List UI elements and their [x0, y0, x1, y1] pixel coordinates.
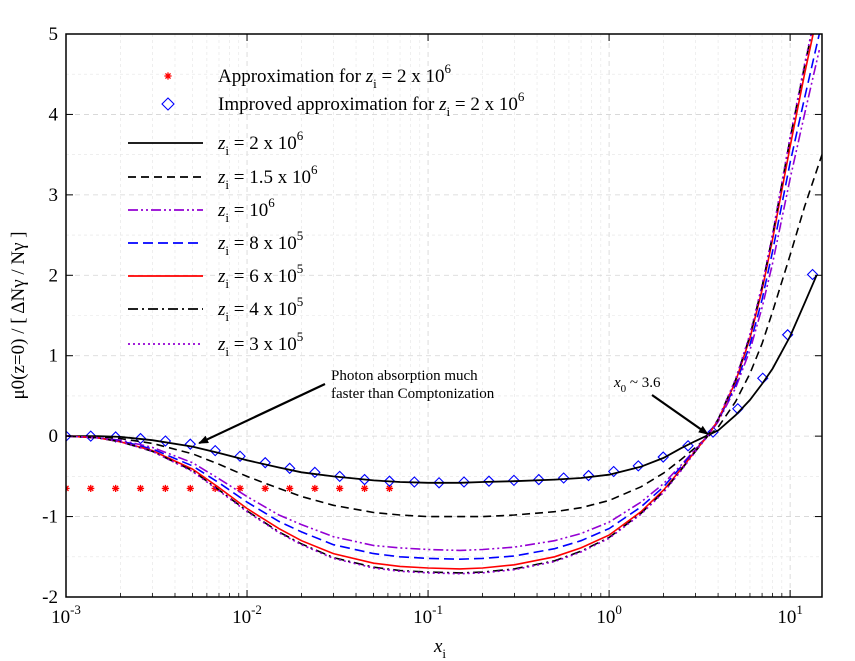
y-tick-label: 1 — [49, 346, 59, 367]
legend-label: zi = 106 — [217, 195, 275, 225]
approximation-point — [186, 484, 194, 493]
tick-layer: 10-3 10-2 10-1 100 101 -2 -1 0 1 2 3 4 5 — [42, 24, 822, 628]
approximation-point — [112, 484, 120, 493]
improved-approximation-point — [557, 472, 570, 484]
annotation-arrow — [198, 383, 326, 445]
legend-swatch — [161, 97, 175, 111]
y-tick-label: -1 — [42, 507, 58, 528]
series-line-5 — [66, 34, 821, 561]
approximation-point — [360, 484, 369, 493]
y-tick-label: 3 — [49, 185, 59, 206]
axis-labels: xi μ0(z=0) / [ ΔNγ / Nγ ] — [8, 231, 446, 661]
legend-label: zi = 4 x 105 — [217, 294, 303, 324]
improved-approximation-point — [309, 466, 321, 479]
y-tick-label: -2 — [42, 587, 58, 608]
improved-approximation-point — [607, 465, 620, 478]
x-tick-label: 10-2 — [232, 602, 262, 628]
improved-approximation-point — [84, 430, 97, 442]
annotation-absorption: Photon absorption much faster than Compto… — [331, 368, 495, 402]
improved-approximation-point — [483, 475, 495, 487]
improved-approximation-point — [66, 430, 72, 442]
legend-label: zi = 3 x 105 — [217, 329, 303, 359]
improved-approximation-point — [358, 473, 371, 486]
improved-approximation-point — [682, 440, 694, 452]
y-tick-label: 0 — [49, 426, 59, 447]
x-tick-label: 100 — [596, 602, 622, 628]
series-line-3 — [66, 154, 822, 518]
improved-approximation-point — [159, 435, 172, 447]
legend-label: zi = 8 x 105 — [217, 228, 303, 258]
annotation-x0: x0 ~ 3.6 — [613, 375, 661, 395]
y-tick-label: 4 — [49, 104, 59, 125]
improved-approximation-point — [408, 476, 421, 488]
approximation-point — [311, 484, 319, 493]
improved-approximation-point — [533, 473, 545, 486]
improved-approximation-point — [283, 462, 296, 475]
series-line-8 — [66, 34, 812, 575]
approximation-point — [261, 484, 269, 493]
improved-approximation-point — [433, 477, 445, 489]
legend-swatch — [164, 72, 172, 80]
x-tick-label: 10-3 — [51, 602, 81, 628]
improved-approximation-point — [582, 469, 595, 482]
y-tick-label: 2 — [49, 265, 59, 286]
improved-approximation-point — [234, 450, 246, 463]
improved-approximation-point — [134, 432, 147, 445]
grid — [65, 33, 822, 598]
improved-approximation-point — [508, 474, 520, 487]
approximation-point — [385, 484, 394, 493]
series-line-4 — [66, 49, 821, 552]
series-layer — [66, 34, 822, 575]
approximation-point — [336, 484, 344, 493]
improved-approximation-point — [458, 476, 470, 488]
legend-label: zi = 2 x 106 — [217, 128, 304, 158]
improved-approximation-point — [209, 444, 221, 457]
approximation-point — [236, 484, 244, 493]
legend-label: Approximation for zi = 2 x 106 — [218, 61, 452, 91]
y-tick-label: 5 — [49, 24, 59, 45]
improved-approximation-point — [333, 470, 346, 483]
x-tick-label: 101 — [777, 602, 803, 628]
approximation-point — [161, 484, 169, 493]
improved-approximation-point — [184, 438, 197, 450]
improved-approximation-point — [632, 460, 645, 472]
annotations: Photon absorption much faster than Compto… — [198, 368, 709, 445]
approximation-point — [136, 484, 145, 493]
x-axis-label: xi — [433, 636, 446, 661]
improved-approximation-point — [259, 456, 271, 469]
y-axis-label: μ0(z=0) / [ ΔNγ / Nγ ] — [8, 231, 29, 399]
plot-frame — [65, 33, 823, 598]
legend-label: Improved approximation for zi = 2 x 106 — [218, 89, 525, 119]
improved-approximation-point — [383, 475, 396, 487]
improved-approximation-point — [806, 268, 819, 281]
legend-label: zi = 6 x 105 — [217, 261, 303, 291]
legend-label: zi = 1.5 x 106 — [217, 162, 318, 192]
improved-approximation-point — [109, 431, 122, 443]
x-tick-label: 10-1 — [413, 602, 443, 628]
series-line-2 — [66, 274, 818, 484]
annotation-arrow — [651, 394, 709, 436]
approximation-point — [286, 484, 294, 493]
approximation-point — [87, 484, 95, 493]
